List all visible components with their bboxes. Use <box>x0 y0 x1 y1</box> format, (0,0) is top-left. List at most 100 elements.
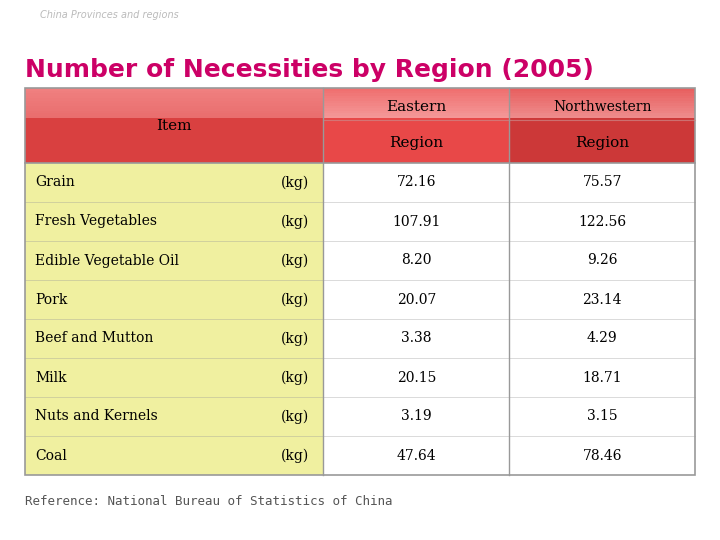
Polygon shape <box>323 133 510 136</box>
Polygon shape <box>25 98 323 100</box>
Text: China Provinces and regions: China Provinces and regions <box>40 10 179 20</box>
Polygon shape <box>25 143 323 145</box>
Polygon shape <box>510 105 695 108</box>
Text: 20.07: 20.07 <box>397 293 436 307</box>
Text: Edible Vegetable Oil: Edible Vegetable Oil <box>35 253 179 267</box>
Text: 122.56: 122.56 <box>578 214 626 228</box>
Polygon shape <box>510 140 695 143</box>
Text: Coal: Coal <box>35 449 67 462</box>
Polygon shape <box>323 143 510 145</box>
Text: 9.26: 9.26 <box>587 253 618 267</box>
Text: 20.15: 20.15 <box>397 370 436 384</box>
Polygon shape <box>25 128 323 131</box>
Polygon shape <box>510 100 695 103</box>
Polygon shape <box>510 160 695 163</box>
Polygon shape <box>510 98 695 100</box>
Text: (kg): (kg) <box>281 253 310 268</box>
Text: 75.57: 75.57 <box>582 176 622 190</box>
Polygon shape <box>323 91 510 93</box>
Polygon shape <box>510 111 695 113</box>
Polygon shape <box>323 113 510 116</box>
Polygon shape <box>323 241 510 280</box>
Polygon shape <box>323 151 510 153</box>
Polygon shape <box>510 151 695 153</box>
Polygon shape <box>323 358 510 397</box>
Polygon shape <box>25 138 323 140</box>
Polygon shape <box>510 133 695 136</box>
Polygon shape <box>323 125 510 128</box>
Polygon shape <box>25 436 323 475</box>
Polygon shape <box>25 96 323 98</box>
Polygon shape <box>25 93 323 96</box>
Polygon shape <box>25 88 323 163</box>
Polygon shape <box>323 96 510 98</box>
Polygon shape <box>510 136 695 138</box>
Text: Number of Necessities by Region (2005): Number of Necessities by Region (2005) <box>25 58 594 82</box>
Text: 47.64: 47.64 <box>397 449 436 462</box>
Polygon shape <box>323 108 510 111</box>
Polygon shape <box>510 103 695 105</box>
Polygon shape <box>25 140 323 143</box>
Polygon shape <box>510 131 695 133</box>
Polygon shape <box>510 118 695 120</box>
Polygon shape <box>510 241 695 280</box>
Text: (kg): (kg) <box>281 214 310 229</box>
Polygon shape <box>25 158 323 160</box>
Polygon shape <box>323 160 510 163</box>
Polygon shape <box>323 123 510 125</box>
Text: (kg): (kg) <box>281 448 310 463</box>
Polygon shape <box>323 116 510 118</box>
Polygon shape <box>510 280 695 319</box>
Text: Reference: National Bureau of Statistics of China: Reference: National Bureau of Statistics… <box>25 495 392 508</box>
Polygon shape <box>323 118 510 120</box>
Polygon shape <box>510 125 695 128</box>
Polygon shape <box>25 111 323 113</box>
Text: 4.29: 4.29 <box>587 332 618 346</box>
Text: Nuts and Kernels: Nuts and Kernels <box>35 409 158 423</box>
Polygon shape <box>323 111 510 113</box>
Polygon shape <box>25 105 323 108</box>
Polygon shape <box>510 93 695 96</box>
Polygon shape <box>323 93 510 96</box>
Text: (kg): (kg) <box>281 176 310 190</box>
Polygon shape <box>510 153 695 156</box>
Polygon shape <box>323 128 510 131</box>
Polygon shape <box>510 145 695 148</box>
Text: Region: Region <box>390 136 444 150</box>
Polygon shape <box>510 319 695 358</box>
Text: (kg): (kg) <box>281 409 310 424</box>
Polygon shape <box>25 118 323 120</box>
Polygon shape <box>25 113 323 116</box>
Polygon shape <box>25 116 323 118</box>
Polygon shape <box>323 163 510 202</box>
Text: 78.46: 78.46 <box>582 449 622 462</box>
Polygon shape <box>25 103 323 105</box>
Polygon shape <box>323 319 510 358</box>
Polygon shape <box>25 280 323 319</box>
Text: 18.71: 18.71 <box>582 370 622 384</box>
Polygon shape <box>25 156 323 158</box>
Polygon shape <box>323 397 510 436</box>
Polygon shape <box>25 319 323 358</box>
Polygon shape <box>510 128 695 131</box>
Polygon shape <box>510 163 695 202</box>
Text: 107.91: 107.91 <box>392 214 441 228</box>
Polygon shape <box>323 98 510 100</box>
Polygon shape <box>25 153 323 156</box>
Text: Item: Item <box>156 118 192 132</box>
Text: (kg): (kg) <box>281 292 310 307</box>
Polygon shape <box>510 96 695 98</box>
Polygon shape <box>25 91 323 93</box>
Polygon shape <box>25 100 323 103</box>
Text: Pork: Pork <box>35 293 68 307</box>
Polygon shape <box>510 397 695 436</box>
Polygon shape <box>510 143 695 145</box>
Polygon shape <box>510 113 695 116</box>
Polygon shape <box>25 163 323 202</box>
Polygon shape <box>323 153 510 156</box>
Polygon shape <box>510 123 695 125</box>
Text: Northwestern: Northwestern <box>553 100 652 114</box>
Text: Beef and Mutton: Beef and Mutton <box>35 332 153 346</box>
Polygon shape <box>25 120 323 123</box>
Polygon shape <box>25 125 323 128</box>
